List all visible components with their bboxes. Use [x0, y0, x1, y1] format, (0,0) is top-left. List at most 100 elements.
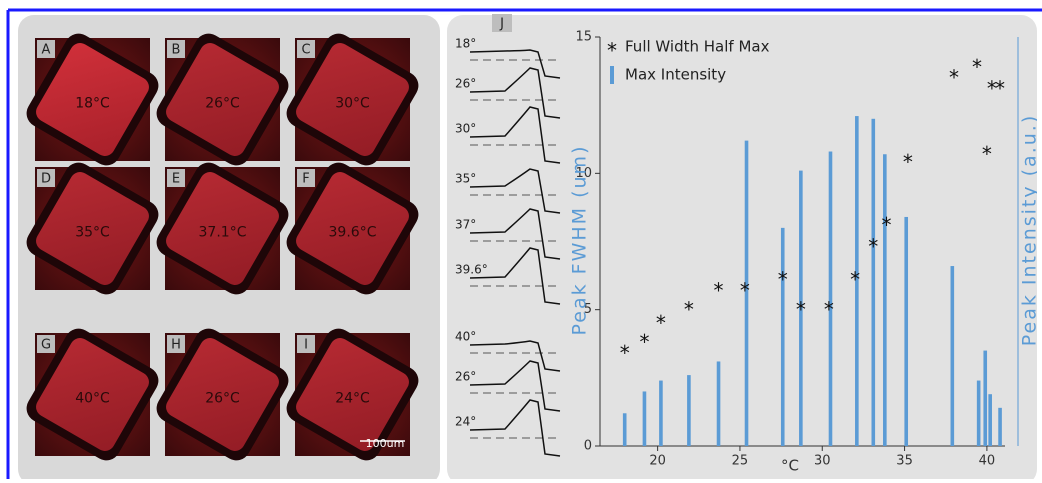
x-tick-label: 20	[649, 454, 666, 469]
legend-marker	[610, 66, 614, 84]
y-tick-label: 10	[575, 166, 592, 181]
profile-label: 18°	[455, 37, 476, 51]
bar	[716, 361, 721, 446]
bar	[988, 394, 992, 446]
panel-letter: A	[42, 43, 51, 58]
letter-box	[167, 169, 185, 187]
profile-trace	[469, 208, 561, 260]
star-marker: *	[639, 330, 649, 354]
profile-trace	[469, 360, 561, 412]
profile-trace	[469, 106, 561, 164]
star-marker: *	[868, 235, 878, 259]
letter-box	[167, 40, 185, 58]
bar	[659, 380, 663, 446]
panel-letter: F	[302, 172, 309, 187]
letter-box	[37, 169, 55, 187]
temperature-label: 39.6°C	[329, 225, 377, 241]
bar	[950, 266, 955, 446]
x-tick-label: 35	[896, 454, 913, 469]
letter-box	[297, 335, 315, 353]
profile-trace	[469, 399, 561, 457]
sample	[36, 172, 149, 285]
star-marker: *	[740, 278, 750, 302]
bar	[780, 227, 785, 446]
star-marker: *	[656, 311, 666, 335]
legend-marker: *	[607, 39, 617, 63]
bar	[983, 350, 988, 446]
profile-trace	[469, 247, 561, 305]
panel-letter: E	[172, 172, 180, 187]
image-panel: H 26°C	[156, 328, 289, 461]
star-marker: *	[850, 267, 860, 291]
sample	[166, 43, 279, 156]
star-marker: *	[714, 278, 724, 302]
star-marker: *	[972, 55, 982, 79]
bar	[998, 407, 1002, 446]
temperature-label: 24°C	[335, 391, 370, 407]
star-marker: *	[982, 142, 992, 166]
temperature-label: 18°C	[75, 96, 110, 112]
profile-trace	[469, 49, 561, 79]
profile-trace	[469, 168, 561, 214]
bar	[744, 140, 749, 446]
legend-label: Max Intensity	[625, 66, 726, 84]
x-tick-label: 25	[732, 454, 749, 469]
star-marker: *	[824, 297, 834, 321]
star-marker: *	[987, 77, 997, 101]
panel-letter: J	[499, 17, 504, 32]
star-marker: *	[949, 66, 959, 90]
bar	[883, 154, 887, 446]
letter-box	[37, 335, 55, 353]
star-marker: *	[796, 297, 806, 321]
profile-label: 39.6°	[455, 263, 488, 277]
sample	[36, 43, 149, 156]
bar	[871, 118, 876, 447]
temperature-label: 26°C	[205, 96, 240, 112]
profile-label: 37°	[455, 218, 476, 232]
image-panel: I 24°C	[286, 328, 419, 461]
profile-label: 40°	[455, 330, 476, 344]
y-tick-label: 0	[584, 439, 592, 454]
star-marker: *	[881, 213, 891, 237]
right-panel	[447, 15, 1037, 483]
image-panel: A 18°C	[26, 33, 159, 166]
star-marker: *	[620, 341, 630, 365]
temperature-label: 40°C	[75, 391, 110, 407]
bar	[687, 375, 691, 446]
temperature-label: 35°C	[75, 225, 110, 241]
star-marker: *	[684, 297, 694, 321]
sample	[166, 338, 279, 451]
sample	[296, 43, 409, 156]
star-marker: *	[903, 150, 913, 174]
star-marker: *	[995, 77, 1005, 101]
bar	[828, 151, 833, 446]
sample	[296, 172, 409, 285]
letter-box	[492, 14, 512, 32]
image-panel: D 35°C	[26, 162, 159, 295]
panel-letter: H	[171, 338, 181, 353]
bar	[855, 116, 859, 446]
x-axis-label: °C	[781, 457, 799, 475]
temperature-label: 26°C	[205, 391, 240, 407]
image-panel: B 26°C	[156, 33, 289, 166]
letter-box	[297, 40, 315, 58]
bar	[622, 413, 627, 446]
star-marker: *	[778, 267, 788, 291]
profile-label: 26°	[455, 370, 476, 384]
scale-bar-label: 100um	[366, 437, 405, 450]
letter-box	[297, 169, 315, 187]
letter-box	[167, 335, 185, 353]
bar	[976, 380, 981, 446]
y-tick-label: 15	[575, 30, 592, 45]
image-panel: G 40°C	[26, 328, 159, 461]
y-tick-label: 5	[584, 302, 592, 317]
sample	[36, 338, 149, 451]
profile-trace	[469, 340, 561, 372]
panel-letter: D	[41, 172, 51, 187]
image-panel: C 30°C	[286, 33, 419, 166]
panel-letter: C	[301, 43, 310, 58]
temperature-label: 37.1°C	[199, 225, 247, 241]
sample	[166, 172, 279, 285]
profile-label: 30°	[455, 122, 476, 136]
bar	[904, 216, 909, 446]
